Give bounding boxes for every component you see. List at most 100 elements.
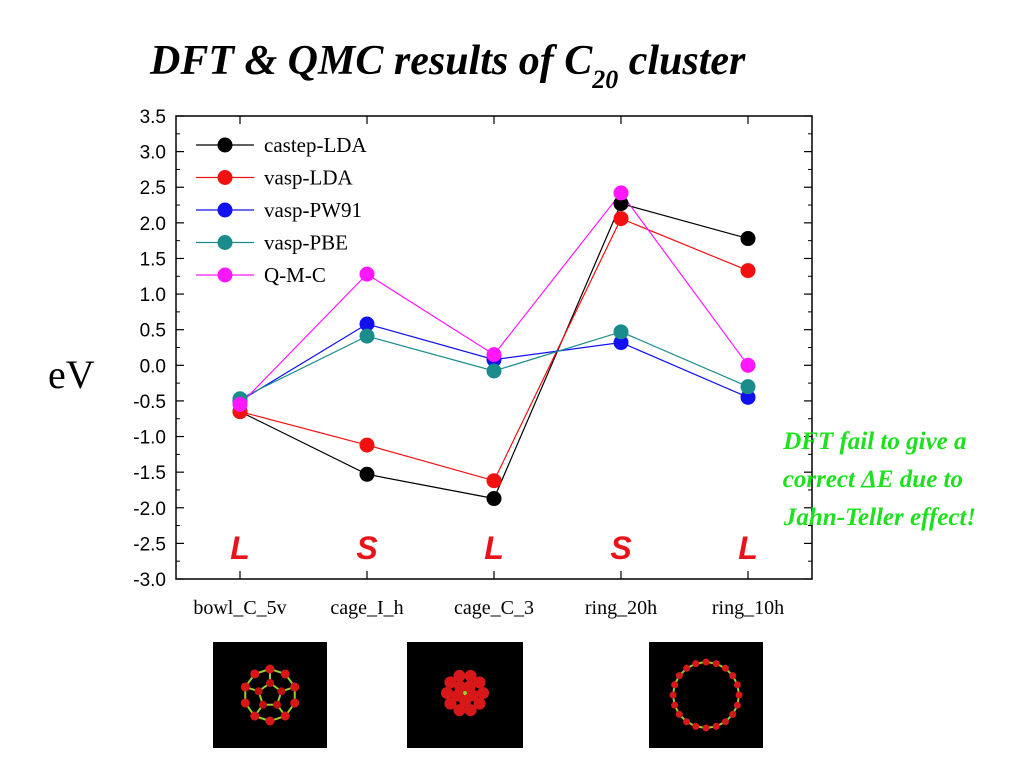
cage-atoms [441,669,489,717]
atom [277,687,286,696]
atom [712,660,720,668]
atom [712,722,720,730]
atom [254,687,263,696]
data-point-Q-M-C [359,266,375,282]
series-points [232,185,756,507]
data-point-vasp-PW91 [740,389,756,405]
legend-label: vasp-PW91 [264,198,362,222]
y-tick-label: 3.0 [140,143,166,164]
x-tick-label: cage_C_3 [454,597,534,619]
data-point-castep-LDA [486,491,502,507]
data-point-vasp-LDA [359,437,375,453]
atom [477,687,489,699]
atom [702,724,710,732]
atom [735,691,743,699]
data-point-Q-M-C [613,185,629,201]
atom [683,664,691,672]
atom [671,701,679,709]
legend-label: vasp-PBE [264,231,348,255]
legend-marker [217,170,233,185]
atom [290,682,300,692]
atom [265,664,275,674]
data-point-Q-M-C [740,357,756,373]
atom [683,718,691,726]
x-ticks: bowl_C_5v cage_I_h cage_C_3 ring_20h ring_10… [193,116,784,619]
y-tick-label: 2.5 [140,178,166,199]
legend-label: castep-LDA [264,133,367,157]
y-tick-label: 0.0 [140,356,166,377]
data-point-vasp-PW91 [359,316,375,332]
atom [441,687,453,699]
y-tick-label: -1.5 [133,463,166,484]
cage-cluster-image [407,642,523,748]
y-tick-label: 0.5 [140,321,166,342]
atom [453,669,466,682]
y-tick-label: -1.0 [133,428,166,449]
bowl-cluster-image [213,642,327,748]
data-point-castep-LDA [740,231,756,247]
atom [444,697,457,710]
atom [266,679,274,687]
data-point-vasp-PW91 [613,335,629,351]
atom [675,672,683,680]
atom [733,681,741,689]
atom [273,700,282,709]
ring-cluster-image [649,642,763,748]
atom [280,711,290,721]
atom [675,710,683,718]
legend-label: Q-M-C [264,263,326,287]
x-tick-label: bowl_C_5v [193,597,286,619]
atom [473,676,486,689]
y-tick-label: 2.0 [140,214,166,235]
data-point-Q-M-C [232,396,248,412]
atom [473,697,486,710]
data-point-vasp-PBE [486,363,502,379]
atom [464,704,477,717]
atom [692,660,700,668]
chart-title-suffix: cluster [618,38,746,84]
data-point-castep-LDA [613,196,629,212]
atom [454,680,467,693]
atom [721,718,729,726]
atom [258,700,267,709]
note-text: DFT fail to give a correct ΔE due to Jah… [782,428,976,531]
note-line-1: DFT fail to give a [782,428,966,455]
legend-marker [217,202,233,218]
y-axis-label: eV [48,352,95,397]
atom [671,681,679,689]
y-tick-label: -2.0 [133,499,166,520]
atom [444,676,457,689]
category-mark: L [484,530,504,566]
category-mark: L [738,530,758,566]
chart-title-subscript: 20 [591,65,618,94]
atom [250,711,260,721]
atom [240,682,250,692]
x-tick-label: ring_20h [585,597,657,619]
x-tick-label: ring_10h [712,597,784,619]
atom [240,698,250,708]
data-point-vasp-LDA [613,211,629,227]
legend: castep-LDA vasp-LDA vasp-PW91 vasp-PBE Q-M-C [196,133,367,287]
y-tick-label: -2.5 [133,534,166,555]
legend-marker [217,267,233,283]
note-line-2: correct ΔE due to [783,466,963,493]
data-point-vasp-PBE [613,324,629,340]
y-ticks: 3.5 3.0 2.5 2.0 1.5 1.0 0.5 0.0 -0.5 -1.0 -1.5 -2.0… [133,107,812,591]
atom [453,704,466,717]
y-tick-label: -0.5 [133,392,166,413]
legend-marker [217,235,233,250]
data-point-castep-LDA [359,466,375,482]
category-mark: S [356,530,378,566]
data-point-vasp-LDA [486,473,502,489]
data-point-vasp-LDA [740,263,756,279]
atom [721,664,729,672]
y-tick-label: -3.0 [133,570,166,591]
atom [729,672,737,680]
atom [265,716,275,726]
y-tick-label: 3.5 [140,107,166,128]
chart-title-main: DFT & QMC results of C [149,38,593,84]
category-mark: S [610,530,632,566]
atom [250,669,260,679]
atom [280,669,290,679]
